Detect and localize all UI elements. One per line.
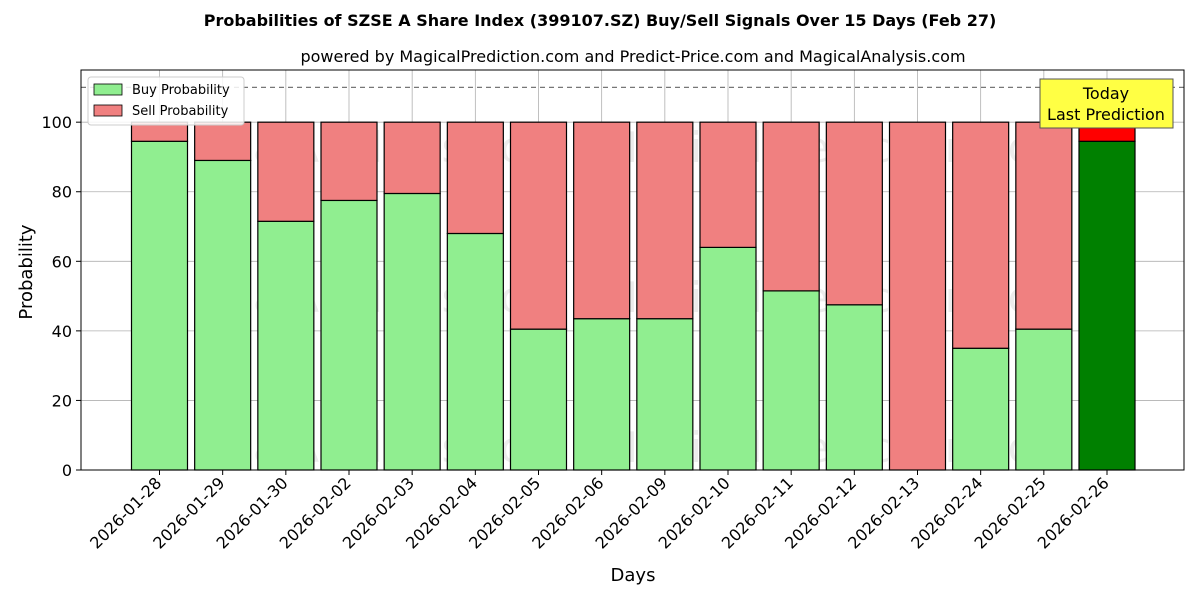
bar-layer — [81, 86, 1184, 471]
legend-box — [87, 76, 245, 126]
annotation-text: Today — [1082, 84, 1129, 103]
plot-frame — [80, 69, 1185, 471]
sell-bar — [1015, 121, 1073, 330]
y-tick-label: 100 — [41, 113, 72, 132]
y-axis-label: Probability — [16, 224, 37, 319]
annotation-text: Last Prediction — [1047, 105, 1165, 124]
legend-label: Sell Probability — [132, 104, 229, 119]
buy-bar — [130, 140, 189, 471]
buy-bar — [509, 328, 568, 471]
chart-title: Probabilities of SZSE A Share Index (399… — [204, 11, 997, 30]
buy-bar — [257, 220, 315, 471]
buy-bar — [1078, 140, 1136, 471]
legend-label: Buy Probability — [132, 83, 230, 98]
y-tick-label: 20 — [52, 391, 72, 410]
buy-bar — [762, 290, 820, 471]
buy-bar — [194, 159, 252, 471]
y-tick-label: 0 — [62, 461, 72, 480]
y-tick-label: 40 — [52, 322, 72, 341]
x-axis-label: Days — [611, 565, 656, 586]
legend: Buy Probability Sell Probability — [87, 76, 245, 126]
annotation-layer: Today Last Prediction — [1039, 78, 1174, 129]
sell-bar — [699, 121, 757, 248]
buy-bar — [699, 246, 757, 471]
chart-subtitle: powered by MagicalPrediction.com and Pre… — [300, 47, 965, 66]
buy-bar — [636, 318, 694, 471]
buy-bar — [825, 304, 883, 471]
annotation-box — [1039, 78, 1174, 129]
sell-bar — [573, 121, 631, 320]
legend-swatch — [93, 83, 123, 96]
y-tick-label: 60 — [52, 252, 72, 271]
legend-swatch — [93, 104, 123, 117]
sell-bar — [257, 121, 315, 222]
sell-bar — [383, 121, 441, 195]
sell-bar — [636, 121, 694, 320]
sell-bar — [194, 121, 252, 162]
buy-bar — [1015, 328, 1073, 471]
buy-bar — [952, 347, 1010, 471]
buy-bar — [446, 232, 504, 471]
buy-bar — [383, 192, 441, 471]
sell-bar — [509, 121, 568, 330]
buy-bar — [320, 199, 378, 471]
sell-bar — [762, 121, 820, 292]
sell-bar — [952, 121, 1010, 349]
sell-bar — [825, 121, 883, 306]
y-tick-label: 80 — [52, 183, 72, 202]
sell-bar — [446, 121, 504, 235]
sell-bar — [320, 121, 378, 202]
sell-bar — [888, 121, 947, 471]
buy-bar — [573, 318, 631, 471]
